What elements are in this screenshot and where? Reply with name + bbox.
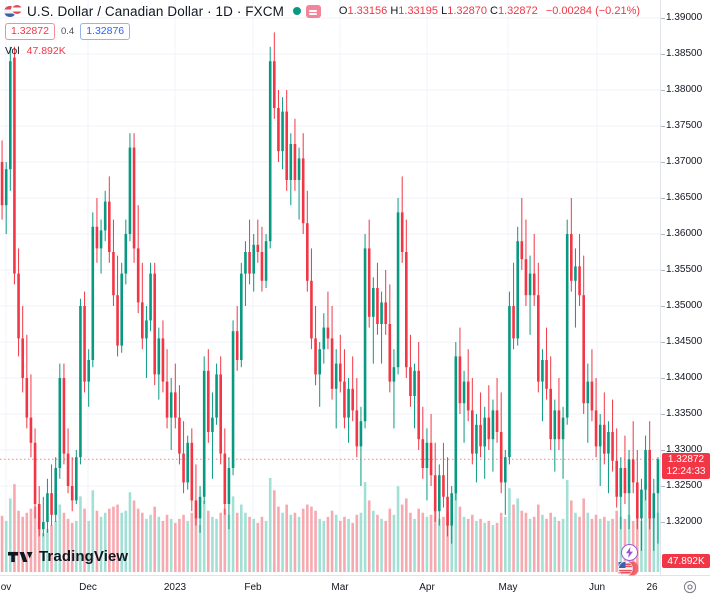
volume-legend: Vol 47.892K	[5, 45, 66, 57]
time-tick-8: 26	[646, 582, 658, 593]
time-tick-0: ov	[0, 582, 12, 593]
price-tick-14: 1.32000	[661, 516, 702, 527]
tradingview-watermark: TradingView	[8, 548, 128, 565]
price-axis[interactable]: 1.39000 1.38500 1.38000 1.37500 1.37000 1.365…	[660, 0, 710, 575]
close-label: C	[490, 5, 498, 17]
price-tick-11: 1.33500	[661, 408, 702, 419]
price-tick-13: 1.32500	[661, 480, 702, 491]
open-value: 1.33156	[347, 5, 388, 17]
price-tick-1: 1.38500	[661, 48, 702, 59]
ohlc-values: O1.33156 H1.33195 L1.32870 C1.32872 −0.0…	[339, 5, 640, 17]
time-tick-2: 2023	[163, 582, 187, 593]
price-tick-6: 1.36000	[661, 228, 702, 239]
gridlines	[0, 0, 660, 572]
market-open-dot	[292, 7, 301, 15]
high-label: H	[390, 5, 399, 17]
time-tick-4: Mar	[331, 582, 349, 593]
chart-svg	[0, 0, 660, 572]
currency-coins-icon[interactable]	[618, 560, 639, 577]
time-tick-7: Jun	[588, 582, 606, 593]
tradingview-wordmark: TradingView	[39, 548, 129, 565]
close-value: 1.32872	[498, 5, 538, 17]
change-value: −0.00284 (−0.21%)	[545, 5, 641, 17]
volume-label: Vol	[5, 45, 20, 57]
current-price-badge[interactable]: 1.32872 12:24:33	[662, 453, 710, 480]
time-tick-6: May	[498, 582, 518, 593]
quote-row: 1.32872 0.4 1.32876	[5, 23, 131, 40]
price-tick-7: 1.35500	[661, 264, 702, 275]
volume-bars	[0, 478, 660, 572]
spread-value: 0.4	[60, 26, 75, 37]
settings-gear-icon[interactable]	[683, 580, 697, 594]
time-tick-1: Dec	[79, 582, 97, 593]
legend-title-row: U.S. Dollar / Canadian Dollar · 1D · FXC…	[4, 3, 640, 19]
price-tick-3: 1.37500	[661, 120, 702, 131]
current-price-value: 1.32872	[667, 454, 705, 466]
ask-badge[interactable]: 1.32876	[80, 23, 131, 40]
chart-legend: U.S. Dollar / Canadian Dollar · 1D · FXC…	[0, 0, 660, 62]
low-value: 1.32870	[447, 5, 487, 17]
time-axis[interactable]: ov Dec 2023 Feb Mar Apr May Jun 26	[0, 575, 710, 600]
time-tick-5: Apr	[419, 582, 435, 593]
price-chart-canvas[interactable]	[0, 0, 660, 575]
high-value: 1.33195	[398, 5, 439, 17]
tradingview-logo-icon	[8, 551, 33, 562]
volume-value: 47.892K	[26, 45, 66, 57]
price-tick-12: 1.33000	[661, 444, 702, 455]
symbol-title[interactable]: U.S. Dollar / Canadian Dollar · 1D · FXC…	[27, 3, 284, 19]
bar-countdown: 12:24:33	[666, 465, 706, 477]
price-tick-9: 1.34500	[661, 336, 702, 347]
price-tick-5: 1.36500	[661, 192, 702, 203]
lightning-bolt-icon[interactable]	[621, 544, 638, 561]
currency-flags-icon	[4, 3, 24, 19]
low-label: L	[441, 5, 448, 17]
time-tick-3: Feb	[244, 582, 262, 593]
volume-badge[interactable]: 47.892K	[662, 554, 710, 568]
price-tick-0: 1.39000	[661, 12, 702, 23]
price-tick-10: 1.34000	[661, 372, 702, 383]
candlesticks	[0, 32, 660, 551]
chart-style-badge[interactable]	[305, 4, 321, 18]
price-tick-8: 1.35000	[661, 300, 702, 311]
price-tick-4: 1.37000	[661, 156, 702, 167]
bid-badge[interactable]: 1.32872	[5, 23, 55, 40]
price-tick-2: 1.38000	[661, 84, 702, 95]
open-label: O	[338, 5, 348, 17]
